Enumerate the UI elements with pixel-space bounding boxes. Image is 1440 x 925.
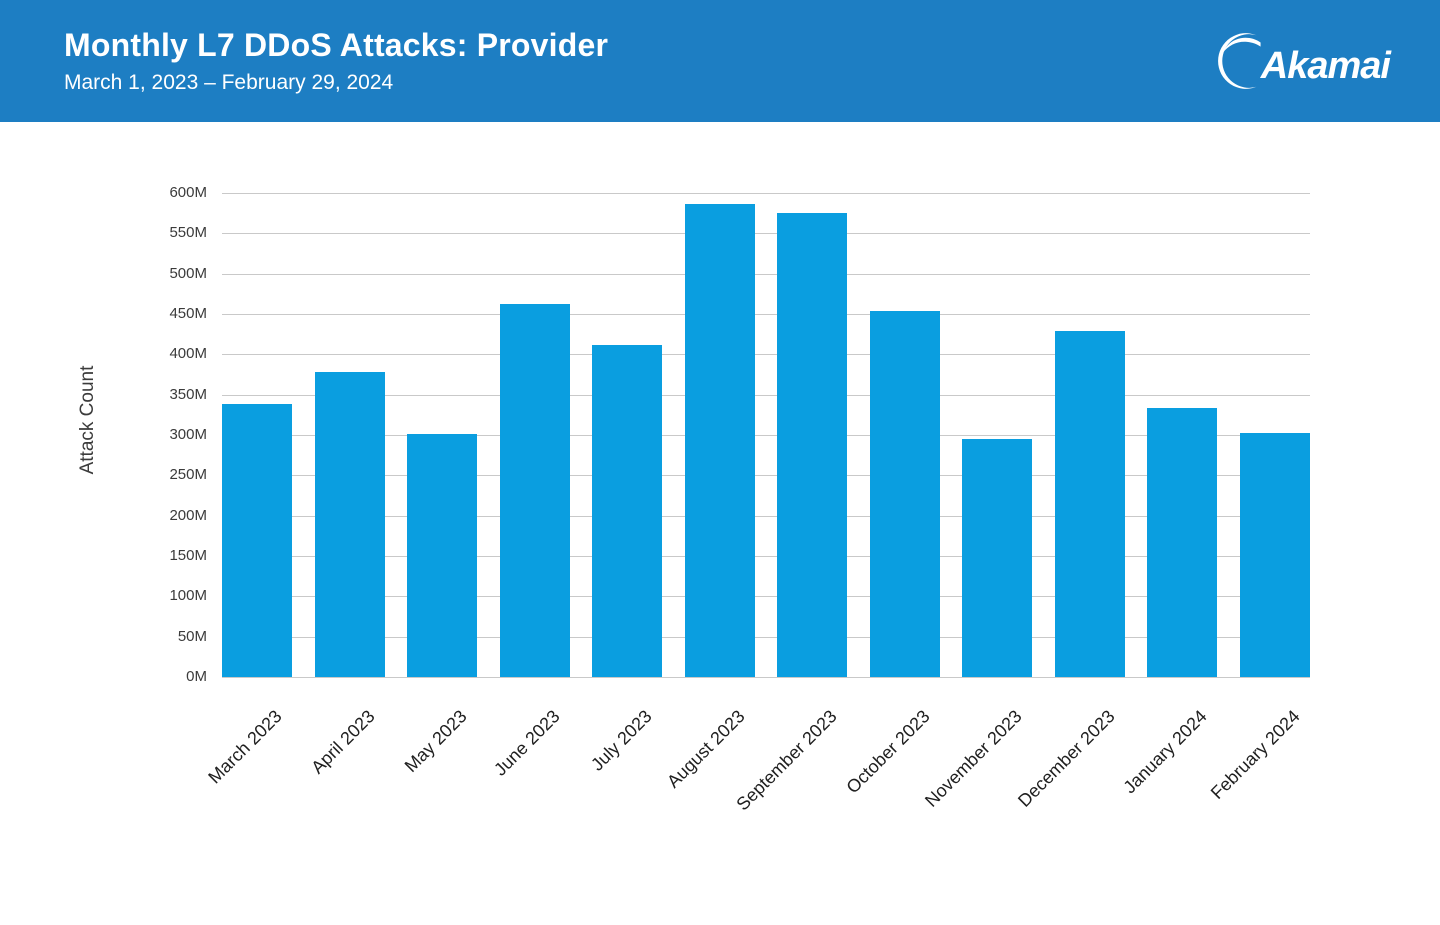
gridline-200M bbox=[222, 515, 1310, 517]
gridline-500M bbox=[222, 273, 1310, 275]
y-tick-label-150M: 150M bbox=[169, 547, 207, 564]
y-tick-label-200M: 200M bbox=[169, 506, 207, 524]
gridline-100M bbox=[222, 596, 1310, 598]
akamai-swoosh-icon bbox=[1209, 28, 1275, 94]
y-tick-label-0M: 0M bbox=[186, 668, 207, 685]
bar-june-2023 bbox=[499, 303, 570, 677]
gridline-400M bbox=[222, 354, 1310, 356]
y-tick-label-250M: 250M bbox=[169, 466, 207, 484]
x-tick-label-march-2023: March 2023 bbox=[204, 706, 286, 788]
bar-may-2023 bbox=[407, 434, 478, 677]
y-tick-label-300M: 300M bbox=[169, 426, 207, 443]
akamai-logo-text: Akamai bbox=[1260, 44, 1391, 87]
bar-january-2024 bbox=[1147, 407, 1218, 677]
header: Monthly L7 DDoS Attacks: Provider March … bbox=[0, 0, 1440, 122]
gridline-250M bbox=[222, 475, 1310, 477]
gridline-50M bbox=[222, 636, 1310, 638]
bar-october-2023 bbox=[869, 310, 940, 677]
bar-december-2023 bbox=[1054, 330, 1125, 677]
gridline-350M bbox=[222, 394, 1310, 396]
gridline-450M bbox=[222, 314, 1310, 315]
y-tick-label-400M: 400M bbox=[169, 345, 207, 363]
bar-november-2023 bbox=[962, 439, 1033, 677]
bar-february-2024 bbox=[1240, 432, 1310, 677]
header-text: Monthly L7 DDoS Attacks: Provider March … bbox=[64, 27, 608, 95]
bar-august-2023 bbox=[684, 204, 755, 677]
gridline-150M bbox=[222, 556, 1310, 557]
gridline-600M bbox=[222, 193, 1310, 194]
gridline-550M bbox=[222, 233, 1310, 235]
bar-july-2023 bbox=[592, 345, 663, 677]
y-tick-label-500M: 500M bbox=[169, 264, 207, 282]
y-tick-label-100M: 100M bbox=[169, 587, 207, 605]
gridline-0M bbox=[222, 677, 1310, 678]
y-tick-label-50M: 50M bbox=[177, 627, 207, 645]
bar-april-2023 bbox=[314, 372, 385, 677]
y-tick-label-450M: 450M bbox=[169, 305, 207, 322]
page-subtitle: March 1, 2023 – February 29, 2024 bbox=[64, 70, 394, 94]
page-title: Monthly L7 DDoS Attacks: Provider bbox=[64, 27, 609, 64]
bar-march-2023 bbox=[222, 404, 292, 677]
plot-area bbox=[222, 193, 1310, 678]
y-tick-label-600M: 600M bbox=[169, 184, 207, 201]
bar-september-2023 bbox=[777, 213, 848, 677]
bar-chart: Attack Count 0M 50M 100M 150M 200M 250M 300M 35… bbox=[0, 122, 1440, 925]
akamai-logo: Akamai bbox=[1209, 28, 1391, 94]
y-tick-label-550M: 550M bbox=[169, 224, 207, 242]
y-tick-label-350M: 350M bbox=[169, 385, 207, 403]
y-axis-title: Attack Count bbox=[77, 365, 98, 475]
gridline-300M bbox=[222, 435, 1310, 436]
